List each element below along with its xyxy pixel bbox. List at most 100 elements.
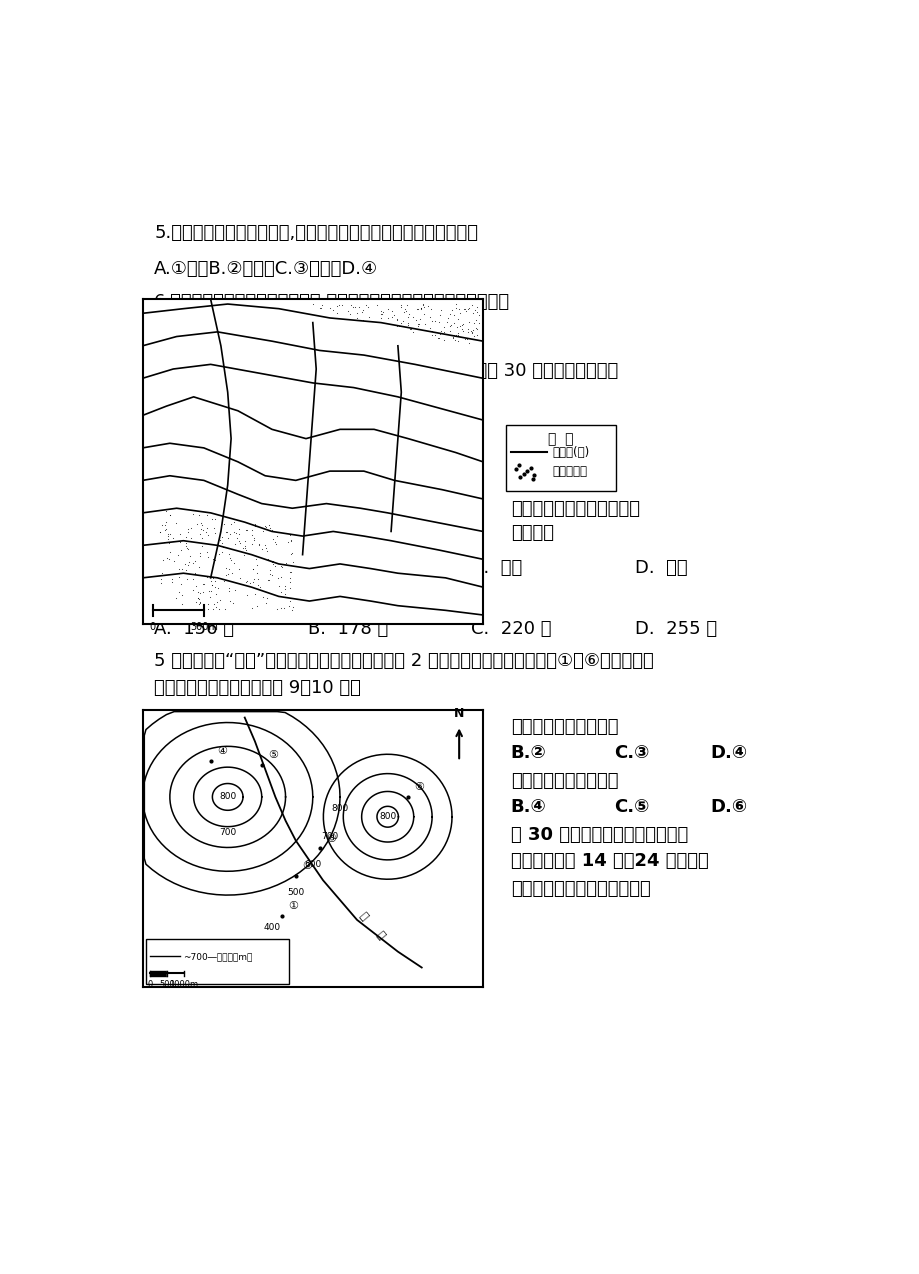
Point (193, 592, 208, 613)
Point (205, 575, 220, 595)
Point (283, 562, 298, 582)
Point (259, 540, 274, 561)
Point (361, 307, 376, 327)
Point (356, 310, 370, 330)
Point (437, 321, 451, 341)
Point (412, 315, 426, 335)
Point (457, 298, 471, 318)
Point (434, 299, 448, 320)
Point (313, 298, 328, 318)
Text: C.⑤: C.⑤ (614, 799, 649, 817)
Point (443, 304, 458, 325)
Point (226, 592, 241, 613)
Point (335, 294, 349, 315)
Point (238, 536, 253, 557)
Point (457, 299, 471, 320)
Point (276, 598, 290, 618)
Point (153, 568, 168, 589)
Point (433, 324, 448, 344)
Text: 为露营地的是（　　）: 为露营地的是（ ） (510, 717, 618, 736)
Text: 等高线(米): 等高线(米) (551, 446, 589, 459)
Point (433, 321, 448, 341)
Point (221, 559, 236, 580)
Point (458, 329, 472, 349)
Point (230, 527, 244, 548)
Point (208, 571, 222, 591)
Point (273, 567, 288, 587)
Point (267, 555, 282, 576)
Point (226, 512, 241, 533)
Point (195, 515, 210, 535)
Text: 800: 800 (379, 813, 396, 822)
Point (423, 318, 437, 339)
Point (158, 512, 173, 533)
Point (455, 313, 470, 334)
Point (205, 510, 220, 530)
Point (277, 576, 291, 596)
Point (168, 512, 183, 533)
Point (235, 538, 250, 558)
Point (519, 460, 534, 480)
Point (199, 541, 214, 562)
Point (247, 585, 262, 605)
Text: 0: 0 (150, 622, 155, 632)
Point (471, 304, 485, 325)
Point (401, 307, 415, 327)
Point (245, 559, 260, 580)
Point (246, 527, 261, 548)
Text: 800: 800 (331, 804, 348, 813)
Point (450, 308, 465, 329)
Point (283, 531, 298, 552)
Point (351, 297, 366, 317)
Point (446, 313, 460, 334)
Point (357, 296, 372, 316)
Point (208, 522, 222, 543)
Text: 河: 河 (357, 910, 369, 921)
Text: 尘暴，下图: 尘暴，下图 (154, 852, 208, 870)
Text: B.②: B.② (510, 744, 546, 762)
Point (187, 562, 202, 582)
Point (211, 599, 226, 619)
Point (270, 525, 285, 545)
Point (217, 571, 232, 591)
Point (399, 294, 414, 315)
Point (208, 550, 222, 571)
Text: A.③: A.③ (176, 799, 211, 817)
Point (192, 592, 207, 613)
Point (161, 524, 176, 544)
Point (262, 519, 277, 539)
Point (452, 302, 467, 322)
Point (221, 527, 235, 548)
Point (390, 316, 404, 336)
Point (250, 568, 265, 589)
Point (277, 578, 291, 599)
Point (185, 505, 199, 525)
Point (183, 547, 198, 567)
Text: 2013 且 7: 2013 且 7 (154, 826, 240, 843)
Point (199, 519, 214, 539)
Point (262, 569, 277, 590)
Point (206, 519, 221, 539)
Point (179, 569, 194, 590)
Point (154, 563, 169, 583)
Point (205, 575, 220, 595)
Point (153, 521, 167, 541)
Point (253, 577, 267, 598)
Point (392, 297, 407, 317)
Point (437, 330, 451, 350)
Point (269, 599, 284, 619)
Point (450, 325, 465, 345)
Point (159, 519, 174, 539)
Point (201, 581, 216, 601)
Text: （　　）: （ ） (510, 524, 553, 541)
Point (437, 316, 451, 336)
Point (435, 322, 449, 343)
Point (244, 534, 259, 554)
Text: 600: 600 (304, 860, 321, 869)
Text: 气压随时间: 气压随时间 (154, 879, 208, 898)
Point (162, 549, 176, 569)
Point (221, 581, 235, 601)
Point (278, 583, 292, 604)
Point (392, 296, 407, 316)
Point (192, 583, 207, 604)
